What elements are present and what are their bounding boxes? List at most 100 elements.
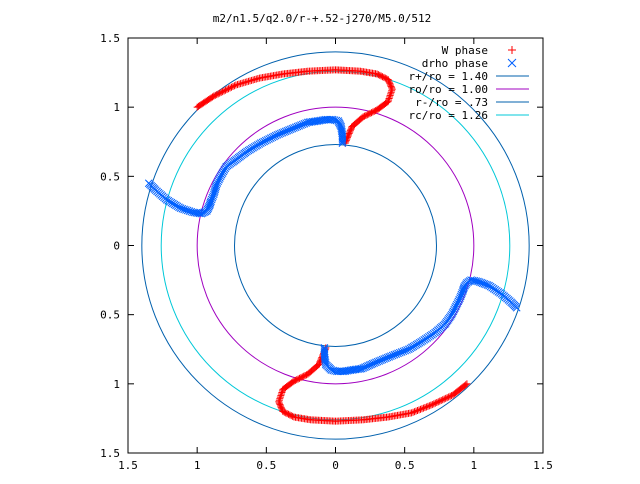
w-phase-point: [434, 398, 442, 406]
x-tick-label: 0: [332, 459, 339, 472]
circle-r-ro-73: [234, 144, 437, 347]
w-phase-point: [508, 46, 516, 54]
drho-phase-point: [320, 347, 329, 356]
w-phase-point: [276, 393, 284, 401]
w-phase-point: [386, 91, 394, 99]
w-phase-point: [211, 91, 219, 99]
y-tick-label: 1.5: [100, 447, 120, 460]
circle-r-ro-1-40: [141, 51, 530, 440]
w-phase-point: [388, 87, 396, 95]
drho-phase-point: [507, 58, 517, 68]
w-phase-point: [428, 401, 436, 409]
w-phase-point: [222, 86, 230, 94]
w-phase-point: [276, 395, 284, 403]
drho-phase-point: [195, 209, 204, 218]
y-tick-label: 1: [113, 101, 120, 114]
w-phase-point: [385, 95, 393, 103]
w-phase-point: [210, 92, 218, 100]
drho-phase-point: [459, 284, 468, 293]
drho-phase-point: [205, 201, 214, 210]
legend-label: r+/ro = 1.40: [409, 70, 488, 83]
w-phase-point: [412, 407, 420, 415]
w-phase-point: [223, 85, 231, 93]
w-phase-point: [226, 84, 234, 92]
w-phase-point: [427, 401, 435, 409]
y-tick-label: 1: [113, 378, 120, 391]
drho-phase-point: [320, 344, 329, 352]
x-tick-label: 1.5: [118, 459, 138, 472]
drho-phase-point: [338, 137, 347, 146]
w-phase-point: [445, 393, 453, 401]
legend-label: rc/ro = 1.26: [409, 109, 488, 122]
w-phase-point: [409, 408, 417, 416]
w-phase-point: [433, 399, 441, 407]
drho-phase-point: [338, 139, 347, 147]
drho-phase-point: [206, 200, 214, 208]
w-phase-point: [414, 407, 422, 415]
w-phase-point: [425, 402, 433, 410]
axis-ticks: 1.5 1 0.5 0 0.5 1 1.51.510.500.511.5: [100, 32, 553, 472]
w-phase-point: [219, 88, 227, 96]
x-tick-label: 1.5: [533, 459, 553, 472]
w-phase-point: [214, 90, 222, 98]
x-tick-label: 0.5: [256, 459, 276, 472]
w-phase-point: [277, 392, 285, 400]
w-phase-point: [416, 405, 424, 413]
w-phase-point: [217, 88, 225, 96]
w-phase-point: [430, 400, 438, 408]
legend-label: r-/ro = .73: [415, 96, 488, 109]
legend-label: ro/ro = 1.00: [409, 83, 488, 96]
w-phase-point: [225, 85, 233, 93]
w-phase-point: [448, 392, 456, 400]
legend-label: drho phase: [422, 57, 488, 70]
w-phase-point: [419, 404, 427, 412]
w-phase-point: [275, 398, 283, 406]
w-phase-point: [229, 83, 237, 91]
w-phase-point: [386, 93, 394, 101]
w-phase-point: [213, 91, 221, 99]
w-phase-point: [440, 395, 448, 403]
x-tick-label: 1: [194, 459, 201, 472]
drho-phase-point: [460, 283, 469, 291]
w-phase-point: [387, 88, 395, 96]
w-phase-point: [424, 402, 432, 410]
circle-ro-ro-1-00: [196, 106, 475, 385]
w-phase-point: [415, 406, 423, 414]
w-phase-point: [388, 85, 396, 93]
w-phase-point: [443, 394, 451, 402]
drho-phase-point: [468, 276, 477, 285]
w-phase-point: [436, 397, 444, 405]
w-phase-point: [422, 403, 430, 411]
w-phase-point: [220, 87, 228, 95]
w-phase-point: [230, 82, 238, 90]
w-phase-point: [418, 405, 426, 413]
y-tick-label: 0: [113, 240, 120, 253]
w-phase-point: [446, 392, 454, 400]
w-phase-point: [216, 89, 224, 97]
chart-title: m2/n1.5/q2.0/r-+.52-j270/M5.0/512: [213, 12, 432, 25]
x-tick-label: 1: [471, 459, 478, 472]
y-tick-label: 0.5: [100, 170, 120, 183]
y-tick-label: 0.5: [100, 309, 120, 322]
w-phase-point: [411, 408, 419, 416]
w-phase-point: [227, 83, 235, 91]
w-phase-point: [449, 391, 457, 399]
w-phase-point: [431, 399, 439, 407]
y-tick-label: 1.5: [100, 32, 120, 45]
drho-phase-point: [320, 345, 329, 354]
w-phase-point: [437, 396, 445, 404]
data-points: [144, 66, 521, 425]
w-phase-point: [442, 394, 450, 402]
w-phase-point: [387, 90, 395, 98]
w-phase-point: [278, 388, 286, 396]
w-phase-point: [277, 390, 285, 398]
w-phase-point: [439, 396, 447, 404]
legend-label: W phase: [442, 44, 488, 57]
drho-phase-point: [338, 135, 347, 144]
w-phase-point: [421, 404, 429, 412]
w-phase-point: [275, 396, 283, 404]
x-tick-label: 0.5: [395, 459, 415, 472]
